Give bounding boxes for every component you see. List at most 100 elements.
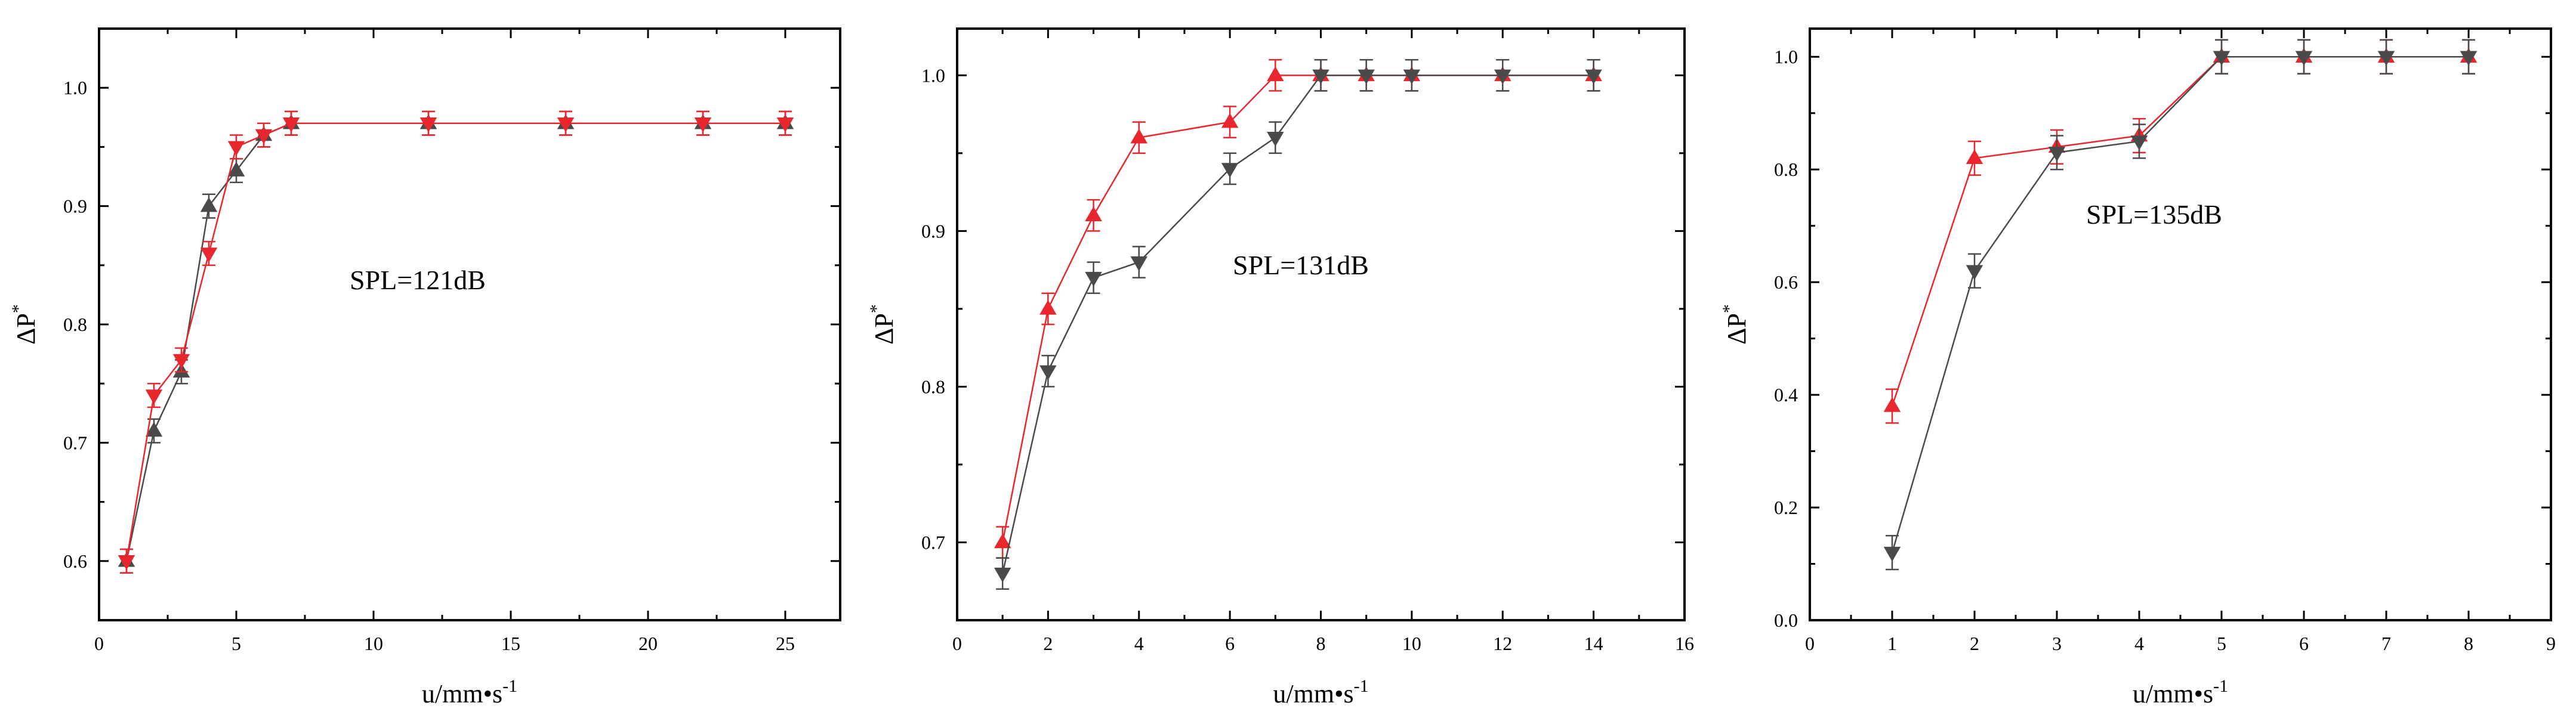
data-point: [145, 389, 163, 405]
data-point: [200, 247, 218, 262]
data-point: [557, 117, 575, 132]
data-point: [2295, 51, 2313, 66]
x-tick-label: 15: [501, 633, 520, 654]
y-tick-label: 0.8: [1774, 159, 1798, 180]
y-axis-label-main: ΔP: [11, 313, 41, 345]
x-axis-label: u/mm•s-1: [422, 676, 517, 708]
series-0: [1883, 39, 2478, 424]
y-tick-label: 0.9: [63, 196, 87, 217]
x-tick-label: 3: [2052, 633, 2062, 654]
data-point: [2377, 51, 2395, 66]
spl-annotation: SPL=121dB: [350, 265, 486, 295]
y-tick-label: 0.0: [1774, 609, 1798, 631]
data-point: [1130, 128, 1147, 144]
y-axis-label: ΔP*: [1719, 304, 1751, 345]
y-axis-label-sup: *: [866, 304, 886, 313]
x-tick-label: 6: [1225, 633, 1235, 654]
x-tick-label: 9: [2546, 633, 2556, 654]
data-point: [1267, 131, 1284, 147]
x-tick-label: 10: [364, 633, 383, 654]
x-axis-label: u/mm•s-1: [1273, 676, 1368, 708]
x-tick-label: 25: [776, 633, 795, 654]
data-point: [1085, 206, 1102, 222]
spl-annotation: SPL=131dB: [1233, 250, 1369, 280]
data-point: [1085, 271, 1102, 287]
series-line: [1891, 55, 2469, 553]
series-line: [125, 122, 785, 562]
y-axis-label: ΔP*: [866, 304, 899, 345]
data-point: [1883, 397, 1901, 412]
x-axis-label-main: u/mm•s: [1273, 679, 1353, 708]
x-tick-label: 20: [638, 633, 658, 654]
data-point: [1039, 365, 1057, 380]
y-tick-label: 0.4: [1774, 384, 1798, 406]
y-axis-label-sup: *: [8, 304, 28, 313]
data-point: [1585, 69, 1602, 85]
y-tick-label: 0.2: [1774, 497, 1798, 518]
y-tick-label: 0.6: [1774, 271, 1798, 293]
y-axis-label-sup: *: [1719, 304, 1739, 313]
spl-annotation: SPL=135dB: [2086, 199, 2222, 230]
x-tick-label: 0: [1805, 633, 1815, 654]
data-point: [118, 555, 135, 570]
data-point: [1267, 66, 1284, 82]
x-tick-label: 5: [232, 633, 241, 654]
series-line: [1891, 55, 2469, 407]
y-tick-label: 1.0: [1774, 46, 1798, 67]
x-tick-label: 4: [2134, 633, 2144, 654]
data-point: [694, 117, 712, 132]
plot-frame: [1809, 27, 2552, 621]
x-tick-label: 0: [94, 633, 104, 654]
x-tick-label: 2: [1043, 633, 1053, 654]
chart-panel-spl121: 0 5 10 15 20 25 0.6 0.7 0.8 0.9 1.0 u/mm•s-1 ΔP* SPL=…: [8, 27, 841, 708]
y-tick-label: 0.8: [63, 314, 87, 335]
data-point: [1494, 69, 1511, 85]
chart-panel-spl131: 0 2 4 6 8 10 12 14 16 0.7 0.8 0.9 1.0 u/mm•s-1 ΔP* SPL=…: [866, 27, 1694, 708]
data-point: [994, 567, 1011, 583]
series-0: [994, 58, 1602, 559]
series-line: [1001, 75, 1594, 574]
data-point: [2213, 51, 2231, 66]
series-0: [118, 110, 794, 574]
x-tick-label: 10: [1402, 633, 1421, 654]
data-point: [1883, 546, 1901, 562]
data-point: [1221, 113, 1239, 128]
y-tick-label: 0.8: [921, 376, 945, 397]
x-tick-label: 0: [952, 633, 962, 654]
data-point: [227, 141, 245, 156]
data-point: [1403, 69, 1421, 85]
data-point: [1221, 163, 1239, 178]
y-axis-label-main: ΔP: [1722, 313, 1751, 345]
data-point: [1966, 149, 1983, 165]
y-axis-label: ΔP*: [8, 304, 41, 345]
series-1: [1883, 39, 2478, 571]
x-tick-label: 4: [1134, 633, 1144, 654]
data-point: [776, 117, 794, 132]
y-tick-label: 0.9: [921, 220, 945, 242]
data-point: [1039, 299, 1057, 315]
y-axis-label-main: ΔP: [869, 313, 899, 345]
data-point: [2130, 135, 2148, 150]
plot-frame: [956, 27, 1686, 621]
x-axis-label-sup: -1: [502, 676, 517, 696]
x-axis-label-main: u/mm•s: [422, 679, 502, 708]
data-point: [994, 533, 1011, 549]
x-tick-label: 5: [2217, 633, 2226, 654]
x-tick-label: 12: [1493, 633, 1512, 654]
series-line: [1001, 75, 1594, 543]
data-point: [2460, 51, 2478, 66]
data-point: [145, 422, 163, 437]
data-point: [1966, 265, 1983, 280]
y-tick-label: 1.0: [921, 64, 945, 86]
x-axis-label: u/mm•s-1: [2133, 676, 2228, 708]
x-tick-label: 8: [1316, 633, 1326, 654]
x-tick-label: 1: [1887, 633, 1897, 654]
data-point: [172, 354, 190, 369]
data-point: [227, 162, 245, 177]
data-point: [1358, 69, 1375, 85]
y-tick-label: 0.6: [63, 550, 87, 572]
plot-frame: [98, 27, 841, 621]
x-tick-label: 8: [2464, 633, 2473, 654]
x-axis-label-sup: -1: [2213, 676, 2228, 696]
